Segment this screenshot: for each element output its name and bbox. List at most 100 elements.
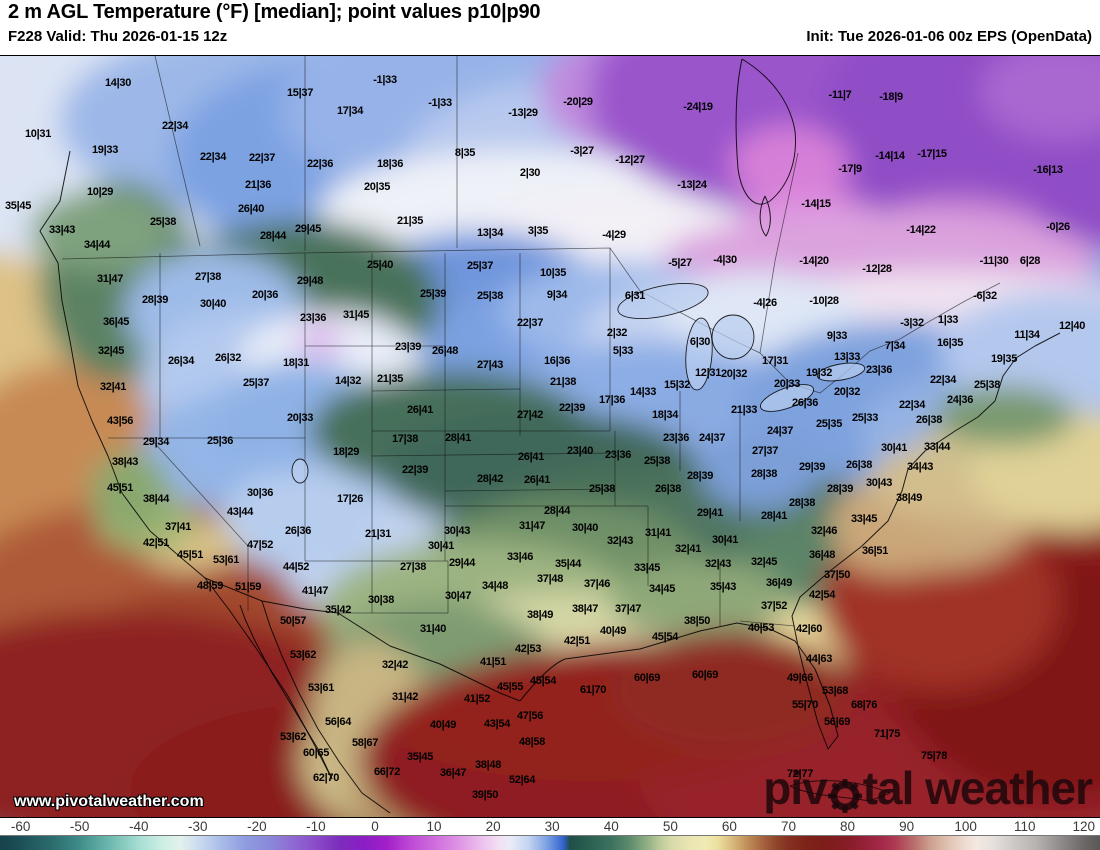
point-value: 26|36 <box>791 397 819 409</box>
point-value: 33|44 <box>923 441 951 453</box>
point-value: 20|32 <box>720 368 748 380</box>
point-value: 28|39 <box>826 483 854 495</box>
colorbar-tick: 110 <box>1013 819 1036 834</box>
point-value: 32|43 <box>704 558 732 570</box>
point-value: 22|39 <box>558 402 586 414</box>
point-value: -13|29 <box>508 107 538 119</box>
border-lines <box>61 56 1001 627</box>
point-value: 14|33 <box>629 386 657 398</box>
point-value: 3|35 <box>527 225 549 237</box>
point-value: 71|75 <box>873 728 901 740</box>
point-value: 28|38 <box>788 497 816 509</box>
point-value: 25|33 <box>851 412 879 424</box>
point-value: -11|7 <box>828 89 852 101</box>
point-value: 43|56 <box>106 415 134 427</box>
point-value: 25|38 <box>643 455 671 467</box>
point-value: 26|40 <box>237 203 265 215</box>
great-lakes <box>291 283 866 484</box>
point-value: 34|43 <box>906 461 934 473</box>
point-value: 22|37 <box>516 317 544 329</box>
point-value: 28|44 <box>543 505 571 517</box>
point-value: 18|34 <box>651 409 679 421</box>
point-value: 20|36 <box>251 289 279 301</box>
point-value: 21|36 <box>244 179 272 191</box>
point-value: 34|45 <box>648 583 676 595</box>
point-value: 39|50 <box>471 789 499 801</box>
point-value: 50|57 <box>279 615 307 627</box>
point-value: 10|35 <box>539 267 567 279</box>
point-value: -12|27 <box>615 154 645 166</box>
point-value: 29|41 <box>696 507 724 519</box>
point-value: -12|28 <box>862 263 892 275</box>
point-value: -6|32 <box>973 290 997 302</box>
point-value: 26|38 <box>654 483 682 495</box>
point-value: 27|38 <box>194 271 222 283</box>
point-value: 25|38 <box>588 483 616 495</box>
point-value: 31|45 <box>342 309 370 321</box>
point-value: 22|36 <box>306 158 334 170</box>
point-value: 22|34 <box>898 399 926 411</box>
point-value: 19|35 <box>990 353 1018 365</box>
colorbar-tick: -30 <box>188 819 208 834</box>
point-value: 38|50 <box>683 615 711 627</box>
point-value: 17|26 <box>336 493 364 505</box>
point-value: 41|51 <box>479 656 507 668</box>
point-value: 45|54 <box>651 631 679 643</box>
point-value: 21|31 <box>364 528 392 540</box>
point-value: 29|34 <box>142 436 170 448</box>
point-value: 30|47 <box>444 590 472 602</box>
geography-outlines <box>39 58 1061 814</box>
point-value: 25|38 <box>149 216 177 228</box>
point-value: 6|30 <box>689 336 711 348</box>
point-value: 58|67 <box>351 737 379 749</box>
point-value: 23|36 <box>865 364 893 376</box>
map-canvas: 14|30 15|37 17|34 22|34 10|31 19|33 22|34 22|37… <box>0 55 1100 818</box>
colorbar-tick: 120 <box>1072 819 1096 834</box>
point-value: 27|38 <box>399 561 427 573</box>
point-value: -24|19 <box>683 101 713 113</box>
point-value: 30|41 <box>427 540 455 552</box>
point-value: 27|43 <box>476 359 504 371</box>
colorbar-tick: -60 <box>10 819 31 834</box>
colorbar-tick: 30 <box>544 819 560 834</box>
point-value: 72|77 <box>786 768 814 780</box>
point-value: 33|43 <box>48 224 76 236</box>
point-value: 36|48 <box>808 549 836 561</box>
point-value: 49|66 <box>786 672 814 684</box>
point-value: 1|33 <box>937 314 959 326</box>
point-value: 28|41 <box>444 432 472 444</box>
point-value: 18|31 <box>282 357 310 369</box>
point-value: 20|35 <box>363 181 391 193</box>
header-bar: 2 m AGL Temperature (°F) [median]; point… <box>0 0 1100 55</box>
point-value: 26|41 <box>517 451 545 463</box>
point-value: 15|37 <box>286 87 314 99</box>
colorbar-tick: 70 <box>780 819 796 834</box>
point-value: 7|34 <box>884 340 906 352</box>
point-value: 20|33 <box>773 378 801 390</box>
point-value: -14|20 <box>799 255 829 267</box>
colorbar-tick: -10 <box>306 819 326 834</box>
point-value: 45|51 <box>106 482 134 494</box>
point-value: 48|59 <box>196 580 224 592</box>
point-value: -4|29 <box>602 229 626 241</box>
point-value: 38|43 <box>111 456 139 468</box>
point-value: 35|45 <box>4 200 32 212</box>
point-value: 33|46 <box>506 551 534 563</box>
point-value: 26|38 <box>845 459 873 471</box>
point-value: 17|38 <box>391 433 419 445</box>
point-value: 36|47 <box>439 767 467 779</box>
point-value: 26|41 <box>523 474 551 486</box>
point-value: 32|41 <box>674 543 702 555</box>
point-value: 56|64 <box>324 716 352 728</box>
point-value: 30|43 <box>865 477 893 489</box>
brand-text-left: piv <box>763 762 827 814</box>
point-value: 25|36 <box>206 435 234 447</box>
point-value: -14|22 <box>906 224 936 236</box>
point-value: 45|54 <box>529 675 557 687</box>
point-value: -1|33 <box>428 97 452 109</box>
point-value: 43|44 <box>226 506 254 518</box>
point-value: 43|54 <box>483 718 511 730</box>
point-value: 23|36 <box>299 312 327 324</box>
point-value: 60|69 <box>633 672 661 684</box>
point-value: 23|39 <box>394 341 422 353</box>
